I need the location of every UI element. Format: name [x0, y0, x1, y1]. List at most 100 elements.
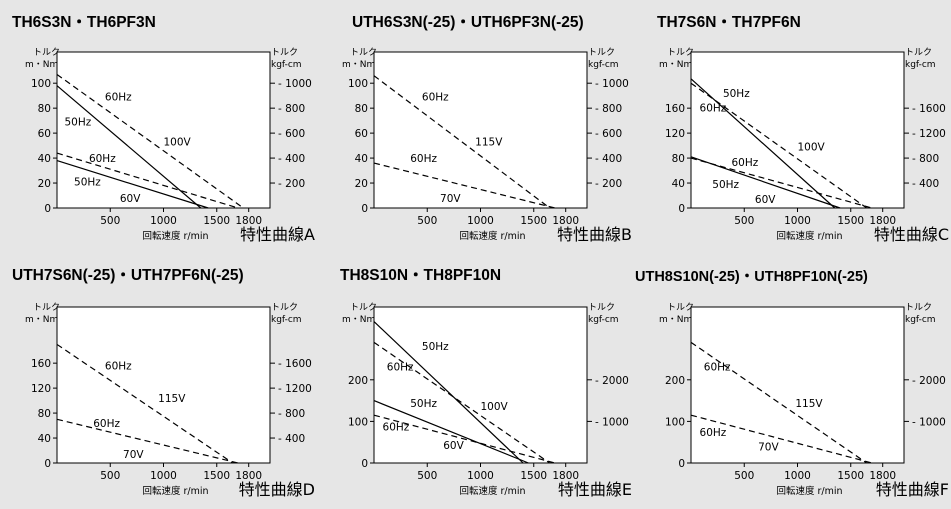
x-tick-label: 500	[734, 470, 754, 482]
y-unit-left: トルク	[33, 47, 60, 58]
y-tick-label-left: 200	[348, 375, 368, 387]
y-tick-label-left: 0	[361, 458, 368, 470]
y-tick-label-right: - 800	[912, 153, 939, 165]
y-unit-left: m・Nm	[659, 60, 692, 70]
chart-caption: 特性曲線F	[876, 480, 949, 499]
y-tick-label-right: - 800	[278, 103, 305, 115]
x-axis-label: 回転速度 r/min	[142, 485, 208, 497]
chart-caption: 特性曲線B	[557, 225, 632, 244]
x-tick-label: 1500	[837, 215, 864, 227]
series-label: 60Hz	[700, 427, 727, 439]
y-tick-label-left: 0	[44, 458, 51, 470]
y-tick-label-left: 100	[348, 416, 368, 428]
x-tick-label: 1500	[520, 215, 547, 227]
y-tick-label-right: - 800	[278, 408, 305, 420]
plot-area	[373, 306, 588, 464]
x-axis-label: 回転速度 r/min	[776, 230, 842, 242]
x-tick-label: 1800	[869, 215, 896, 227]
y-tick-label-right: - 200	[595, 178, 622, 190]
series-label: 50Hz	[74, 177, 101, 189]
y-unit-right: kgf-cm	[271, 315, 302, 325]
y-tick-label-left: 120	[665, 128, 685, 140]
series-label: 60Hz	[93, 418, 120, 430]
y-tick-label-right: - 1000	[912, 416, 946, 428]
x-tick-label: 1800	[552, 470, 579, 482]
series-label: 100V	[798, 142, 826, 154]
series-label: 50Hz	[64, 117, 91, 129]
chart-title: UTH6S3N(-25)・UTH6PF3N(-25)	[352, 14, 584, 31]
y-unit-right: トルク	[905, 302, 932, 313]
x-tick-label: 1500	[520, 470, 547, 482]
chart-panel-d: UTH7S6N(-25)・UTH7PF6N(-25) トルク m・Nm トルク kgf…	[0, 255, 317, 509]
x-tick-label: 1000	[150, 470, 177, 482]
series-label: 60Hz	[700, 102, 727, 114]
chart-caption: 特性曲線C	[874, 225, 949, 244]
series-label: 50Hz	[410, 398, 437, 410]
series-label: 60Hz	[387, 362, 414, 374]
y-tick-label-left: 40	[38, 433, 51, 445]
y-tick-label-right: - 1200	[912, 128, 946, 140]
series-label: 60Hz	[89, 153, 116, 165]
series-line-dashed	[690, 157, 873, 209]
series-label: 115V	[795, 398, 823, 410]
y-tick-label-left: 0	[361, 203, 368, 215]
series-label: 60Hz	[704, 362, 731, 374]
y-unit-right: kgf-cm	[588, 315, 619, 325]
y-unit-left: m・Nm	[25, 60, 58, 70]
series-line-solid	[56, 85, 202, 209]
y-tick-label-right: - 400	[595, 153, 622, 165]
x-tick-label: 1000	[467, 215, 494, 227]
series-line-dashed	[690, 414, 873, 464]
y-tick-label-left: 100	[665, 416, 685, 428]
chart-panel-e: TH8S10N・TH8PF10N トルク m・Nm トルク kgf-cm 0 100 200…	[317, 255, 634, 509]
series-line-dashed	[373, 162, 556, 209]
x-tick-label: 1000	[150, 215, 177, 227]
y-unit-left: m・Nm	[342, 60, 375, 70]
x-tick-label: 1000	[467, 470, 494, 482]
series-line-dashed	[373, 341, 551, 464]
y-tick-label-left: 40	[38, 153, 51, 165]
x-tick-label: 1000	[784, 470, 811, 482]
y-unit-left: トルク	[350, 302, 377, 313]
series-line-dashed	[690, 82, 868, 209]
y-unit-right: トルク	[588, 302, 615, 313]
series-line-solid	[373, 400, 529, 464]
x-tick-label: 1500	[203, 470, 230, 482]
y-unit-left: トルク	[350, 47, 377, 58]
series-label: 60Hz	[422, 92, 449, 104]
x-tick-label: 1000	[784, 215, 811, 227]
y-tick-label-right: - 1200	[278, 383, 312, 395]
y-tick-label-left: 160	[31, 358, 51, 370]
series-line-dashed	[373, 414, 556, 464]
plot-area	[56, 306, 271, 464]
x-axis-label: 回転速度 r/min	[459, 230, 525, 242]
chart-title: UTH7S6N(-25)・UTH7PF6N(-25)	[12, 267, 244, 284]
series-label: 60Hz	[383, 422, 410, 434]
y-tick-label-left: 0	[678, 203, 685, 215]
x-axis-label: 回転速度 r/min	[142, 230, 208, 242]
y-unit-right: トルク	[271, 302, 298, 313]
series-label: 100V	[164, 137, 192, 149]
chart-plot: トルク m・Nm トルク kgf-cm 0 40 80 120 160 - 400 - 800 - 1…	[659, 47, 949, 244]
y-tick-label-right: - 400	[912, 178, 939, 190]
y-tick-label-right: - 1000	[595, 78, 629, 90]
y-tick-label-right: - 1000	[278, 78, 312, 90]
series-label: 60Hz	[410, 153, 437, 165]
series-label: 60Hz	[731, 157, 758, 169]
y-unit-left: トルク	[33, 302, 60, 313]
y-tick-label-left: 160	[665, 103, 685, 115]
x-tick-label: 500	[100, 215, 120, 227]
y-tick-label-left: 20	[38, 178, 51, 190]
y-tick-label-left: 80	[38, 408, 51, 420]
y-tick-label-left: 200	[665, 375, 685, 387]
y-tick-label-right: - 600	[278, 128, 305, 140]
chart-title: TH6S3N・TH6PF3N	[12, 14, 156, 31]
y-tick-label-left: 120	[31, 383, 51, 395]
y-tick-label-left: 80	[38, 103, 51, 115]
y-tick-label-left: 0	[678, 458, 685, 470]
y-tick-label-right: - 1600	[278, 358, 312, 370]
y-unit-right: トルク	[271, 47, 298, 58]
chart-title: TH7S6N・TH7PF6N	[657, 14, 801, 31]
y-unit-right: kgf-cm	[271, 60, 302, 70]
y-tick-label-left: 80	[672, 153, 685, 165]
